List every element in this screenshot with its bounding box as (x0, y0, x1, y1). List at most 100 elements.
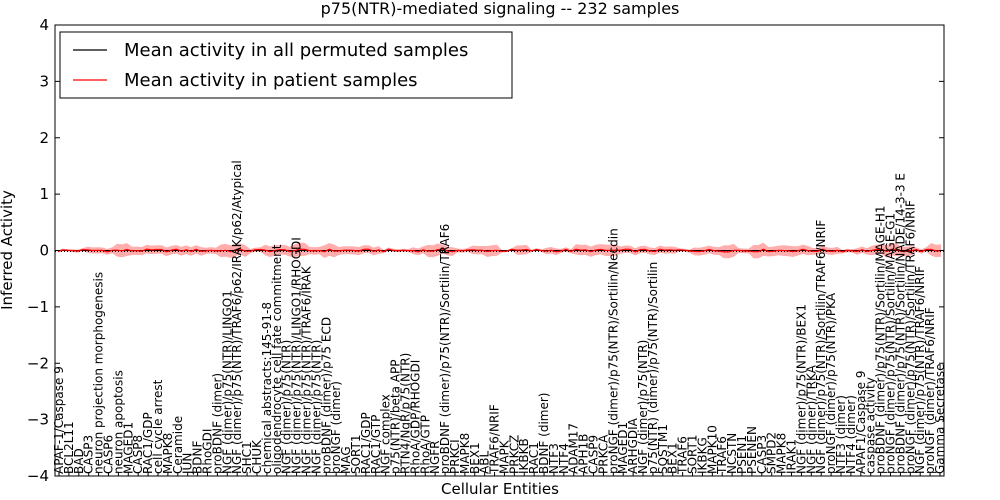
legend-label-permuted: Mean activity in all permuted samples (124, 40, 468, 61)
x-tick-label: RhoA/GTP (418, 415, 432, 474)
x-tick-label: proBDNF (dimer) (210, 373, 224, 474)
x-tick-label: proNGF (dimer) (329, 381, 343, 474)
x-tick-label: NGF (dimer)/p75(NTR) (309, 340, 323, 474)
x-tick-label: ARHGDIA (626, 417, 640, 474)
x-tick-label: NGF (dimer)/TRKA (804, 364, 818, 474)
x-tick-label: SORT1 (686, 435, 700, 475)
plot-frame (54, 24, 945, 477)
x-tick-label: NGF complex (379, 394, 393, 474)
x-tick-label: NGF (dimer)/p75(NTR)/TRAF6/NRIF (913, 266, 927, 474)
x-tick-label: NGF (dimer)/p75(NTR)/LINGO1 (220, 290, 234, 474)
y-axis-label: Inferred Activity (0, 190, 16, 310)
x-tick-label: oligodendrocyte cell fate commitment (270, 244, 284, 474)
x-tick-label: MAPK (497, 439, 511, 474)
x-tick-label: proNGF (dimer)/p75(NTR)/Sortilin/Necdin (606, 228, 620, 474)
x-tick-label: proNGF (dimer)/p75(NTR)/Sortilin/MAGE-G1 (884, 213, 898, 474)
x-tick-label: MAPK8 (458, 433, 472, 474)
x-tick-label: RAC1/GDP (359, 412, 373, 474)
x-tick-label: SMPD2 (765, 432, 779, 474)
x-tick-label: CASP3 (82, 435, 96, 474)
x-tick-label: NGF (dimer)/p75(NTR) (636, 340, 650, 474)
x-tick-label: CASP3 (755, 435, 769, 474)
x-tick-label: TRAF6 (715, 436, 729, 475)
x-tick-label: ADAM17 (567, 423, 581, 474)
y-tick-label: −2 (27, 354, 49, 372)
x-tick-label: BDNF (dimer) (537, 393, 551, 475)
legend-label-patient: Mean activity in patient samples (124, 70, 418, 91)
chart-title: p75(NTR)-mediated signaling -- 232 sampl… (321, 0, 680, 18)
x-tick-label: PRKCZ (507, 435, 521, 474)
y-tick-label: 2 (39, 129, 49, 147)
x-tick-label: proBDNF (dimer)/p75(NTR)/Sortilin/TRAF6 (438, 224, 452, 474)
x-tick-label: NGF (dimer)/p75(NTR) (280, 340, 294, 474)
x-tick-label: IKBKG (695, 437, 709, 474)
x-tick-label: PRKCI (448, 439, 462, 474)
x-tick-label: RTN4/NgR/p75(NTR) (399, 353, 413, 474)
x-tick-label: MAG (339, 446, 353, 474)
x-tick-label: MAPK8 (161, 433, 175, 474)
x-tick-label: chemical abstracts:145-91-8 (260, 302, 274, 474)
x-tick-label: APAF1/Caspase 9 (854, 370, 868, 474)
x-tick-label: BDNF (191, 441, 205, 474)
x-tick-label: NTF4 (557, 443, 571, 474)
x-tick-label: CASP9 (587, 435, 601, 474)
x-tick-label: NTF3 (547, 443, 561, 474)
x-tick-label: IRAK1 (785, 439, 799, 474)
y-tick-label: 0 (39, 242, 49, 260)
x-tick-label: caspase activity (864, 377, 878, 474)
x-tick-label: RhoA/GDP/RHOGDI (408, 360, 422, 474)
legend-box (59, 31, 513, 99)
x-tick-label: NTF3 (dimer) (834, 395, 848, 474)
x-tick-label: proBDNF (dimer)/p75(NTR)/Sortilin/MAGE-H… (874, 205, 888, 474)
x-tick-label: BAD (72, 448, 86, 474)
x-tick-label: neuron apoptosis (111, 370, 125, 474)
x-tick-label: MAGED1 (616, 422, 630, 474)
x-tick-label: proNGF (dimer)/TRAF6/NRIF (923, 307, 937, 474)
x-tick-label: SORT1 (349, 435, 363, 475)
x-tick-label: BEX1 (468, 442, 482, 474)
x-tick-label: PSEN1 (735, 435, 749, 474)
x-tick-label: p75(NTR) (dimer)/p75(NTR)/Sortilin (646, 262, 660, 474)
x-tick-label: BEX1 (666, 442, 680, 474)
y-tick-label: −1 (27, 298, 49, 316)
x-tick-label: proBDNF (dimer)/p75(NTR)/Sortilin/NADE/1… (893, 173, 907, 474)
y-tick-label: 1 (39, 185, 49, 203)
x-tick-label: PSENEN (745, 426, 759, 474)
x-tick-label: MAGED1 (121, 422, 135, 474)
y-axis: −4 −3 −2 −1 0 1 2 3 4 (27, 16, 944, 485)
x-tick-label: NGFR (428, 440, 442, 474)
x-tick-label: PRKCA (596, 434, 610, 474)
x-tick-label: MAPK10 (705, 425, 719, 474)
x-tick-label: CHUK (250, 439, 264, 474)
x-tick-label: Gamma Secretase (933, 363, 947, 474)
x-tick-label: cell cycle arrest (151, 379, 165, 474)
x-tick-label: SHC1 (240, 441, 254, 474)
x-tick-label: NTF4 (dimer) (844, 395, 858, 474)
x-tick-label: p75(NTR)/beta APP (389, 360, 403, 475)
x-tick-label: NGF (dimer)/p75(NTR)/LINGO1/RHOGDI (290, 237, 304, 474)
y-tick-label: 3 (39, 72, 49, 90)
x-tick-label: proBDNF (dimer)/p75 ECD (319, 317, 333, 474)
x-tick-label: RAC1/GDP (141, 412, 155, 474)
series-patient-line (57, 248, 942, 253)
x-tick-label: ABL (478, 451, 492, 474)
x-tick-label: proNGF (dimer)/p75(NTR)/PKA (824, 292, 838, 474)
x-tick-label: MAPK8 (775, 433, 789, 474)
x-tick-label: TRAF6/NRIF (488, 404, 502, 475)
y-tick-label: −4 (27, 467, 49, 485)
x-tick-label: JUN (181, 453, 195, 475)
y-tick-label: 4 (39, 16, 49, 34)
x-tick-label: BCL2L11 (62, 421, 76, 474)
x-tick-label: NGF (dimer)/p75(NTR)/BEX1 (794, 304, 808, 474)
x-axis-label: Cellular Entities (441, 480, 559, 498)
x-tick-label: CASP6 (102, 435, 116, 474)
x-tick-label: IKBKB (517, 438, 531, 474)
x-tick-label: NCSTN (725, 433, 739, 474)
plot-area (55, 242, 944, 259)
x-tick-label: NGF (dimer)/p75(NTR)/TRAF6/IRAK (300, 265, 314, 474)
x-tick-label: NGF (dimer)/p75(NTR)/TRAF6/p62/IRAK/p62/… (230, 160, 244, 474)
x-tick-label: NGF (dimer)/p75(NTR)/Sortilin/TRAF6/NRIF (814, 220, 828, 474)
x-tick-label: APH1B (577, 434, 591, 474)
